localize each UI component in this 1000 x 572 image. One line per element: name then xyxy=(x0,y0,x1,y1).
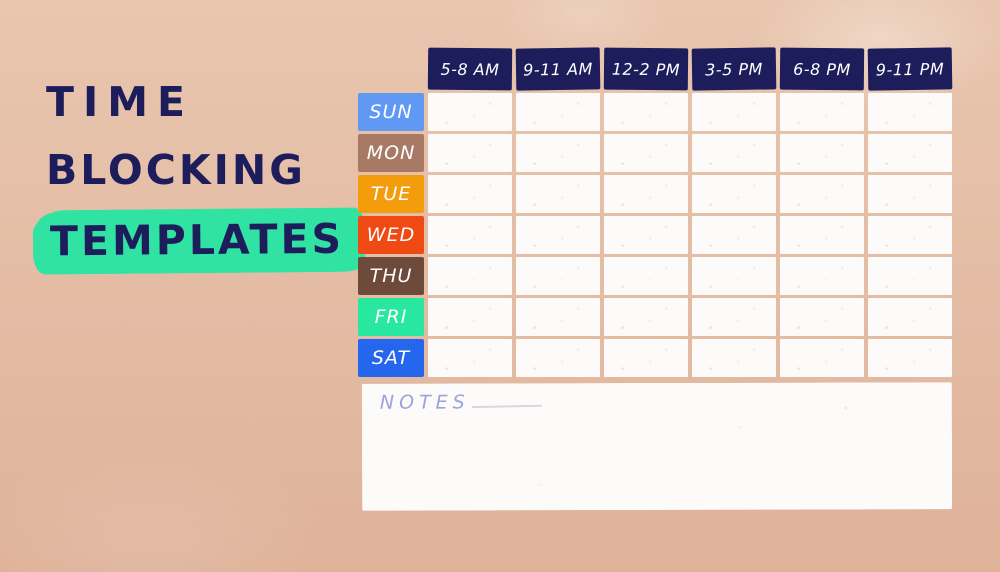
poster-title: TIME BLOCKING TEMPLATES xyxy=(35,78,361,273)
time-slot-header-4: 3-5 PM xyxy=(691,47,777,91)
schedule-cell-tue-4 xyxy=(692,175,776,213)
day-tab-mon: MON xyxy=(358,134,424,172)
title-line-time: TIME xyxy=(46,78,195,126)
grid-corner-spacer xyxy=(358,48,424,90)
schedule-cell-wed-1 xyxy=(428,216,512,254)
time-slot-header-6: 9-11 PM xyxy=(867,47,953,91)
title-line-templates: TEMPLATES xyxy=(35,209,361,273)
schedule-cell-mon-1 xyxy=(428,134,512,172)
schedule-cell-sat-2 xyxy=(516,339,600,377)
schedule-cell-fri-6 xyxy=(868,298,952,336)
schedule-cell-sat-3 xyxy=(604,339,688,377)
schedule-cell-wed-2 xyxy=(516,216,600,254)
schedule-cell-fri-1 xyxy=(428,298,512,336)
schedule-cell-thu-3 xyxy=(604,257,688,295)
title-line-blocking: BLOCKING xyxy=(46,146,306,194)
schedule-cell-sat-5 xyxy=(780,339,864,377)
notes-label: NOTES xyxy=(379,391,470,414)
schedule-cell-sun-2 xyxy=(516,93,600,131)
schedule-cell-tue-6 xyxy=(868,175,952,213)
day-tab-sun: SUN xyxy=(358,93,424,131)
schedule-cell-tue-5 xyxy=(780,175,864,213)
day-tab-fri: FRI xyxy=(358,298,424,336)
schedule-cell-wed-6 xyxy=(868,216,952,254)
schedule-cell-thu-2 xyxy=(516,257,600,295)
schedule-cell-sun-5 xyxy=(780,93,864,131)
schedule-cell-tue-1 xyxy=(428,175,512,213)
title-highlight: TEMPLATES xyxy=(35,209,361,273)
schedule-cell-tue-3 xyxy=(604,175,688,213)
schedule-cell-sat-6 xyxy=(868,339,952,377)
schedule-cell-mon-6 xyxy=(868,134,952,172)
schedule-cell-mon-2 xyxy=(516,134,600,172)
schedule-cell-sun-1 xyxy=(428,93,512,131)
time-slot-header-2: 9-11 AM xyxy=(515,47,601,91)
weekly-schedule-grid: 5-8 AM 9-11 AM 12-2 PM 3-5 PM 6-8 PM 9-11 PM S… xyxy=(358,47,953,377)
notes-dash-stroke xyxy=(471,404,542,409)
schedule-cell-sat-1 xyxy=(428,339,512,377)
schedule-cell-thu-4 xyxy=(692,257,776,295)
schedule-cell-thu-6 xyxy=(868,257,952,295)
schedule-cell-wed-5 xyxy=(780,216,864,254)
schedule-cell-fri-5 xyxy=(780,298,864,336)
time-slot-header-3: 12-2 PM xyxy=(603,47,689,91)
schedule-cell-fri-3 xyxy=(604,298,688,336)
schedule-cell-thu-1 xyxy=(428,257,512,295)
schedule-cell-mon-4 xyxy=(692,134,776,172)
schedule-cell-sun-6 xyxy=(868,93,952,131)
schedule-cell-fri-2 xyxy=(516,298,600,336)
schedule-cell-wed-3 xyxy=(604,216,688,254)
schedule-cell-tue-2 xyxy=(516,175,600,213)
schedule-cell-mon-3 xyxy=(604,134,688,172)
time-slot-header-5: 6-8 PM xyxy=(779,47,865,91)
day-tab-thu: THU xyxy=(358,257,424,295)
time-slot-header-1: 5-8 AM xyxy=(427,47,513,91)
day-tab-tue: TUE xyxy=(358,175,424,213)
schedule-cell-wed-4 xyxy=(692,216,776,254)
schedule-cell-mon-5 xyxy=(780,134,864,172)
schedule-cell-sat-4 xyxy=(692,339,776,377)
schedule-cell-fri-4 xyxy=(692,298,776,336)
day-tab-wed: WED xyxy=(358,216,424,254)
schedule-cell-sun-3 xyxy=(604,93,688,131)
notes-box: NOTES xyxy=(361,382,953,511)
schedule-cell-sun-4 xyxy=(692,93,776,131)
day-tab-sat: SAT xyxy=(358,339,424,377)
schedule-cell-thu-5 xyxy=(780,257,864,295)
